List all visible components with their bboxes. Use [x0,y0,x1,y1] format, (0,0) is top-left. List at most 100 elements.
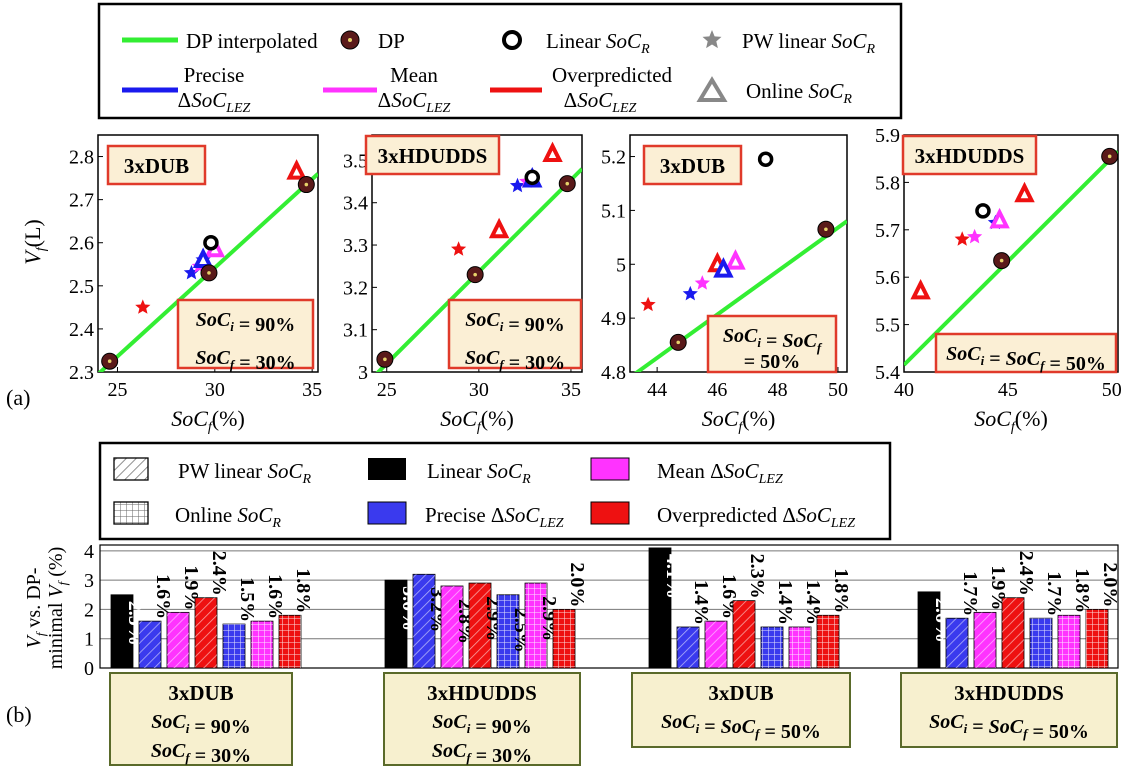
svg-text:Vf vs. DP-: Vf vs. DP- [23,568,48,649]
online-point [286,159,307,180]
precise-online-point [713,257,734,278]
dp-interpolated-line [634,219,847,372]
legend-b-mean-swatch [590,457,630,481]
group-caption-line: SoCf = 30% [432,740,532,767]
dp-point-center [676,340,681,345]
group-caption-box [631,672,851,748]
group-caption-title: 3xHDUDDS [427,681,537,705]
bar-value-label: 1.8% [292,568,314,613]
panel-label-b: (b) [6,702,32,727]
x-tick-label: 48 [768,379,788,401]
bar-value-label: 1.4% [774,580,796,625]
bar-pattern [733,600,755,668]
dp-point-center [824,227,828,232]
condition-line: = 50% [744,351,800,373]
y-tick-label: 3.1 [343,320,368,342]
legend-dp-label: DP [378,29,405,53]
plot-title: 3xDUB [124,154,189,178]
legend-mean-label: Mean [390,63,438,87]
dp-point-center [565,181,570,186]
group-caption-title: 3xDUB [168,681,233,705]
legend-a: DP interpolated DP Linear SoCR PW linear… [97,2,903,120]
bar-pattern [974,612,996,668]
legend-online-label: Online SoCR [746,79,852,107]
y-tick-label: 3.2 [343,277,368,299]
y-tick-label: 4.9 [601,308,626,330]
mean-online-point [989,207,1010,229]
y-tick-label: 3.4 [343,193,368,215]
scatter-plot-2: 3 3.1 3.2 3.3 3.4 3.5 25 30 35 SoCf(%) 3xHDUDDS SoC… [343,134,583,435]
group-caption-line: SoCi = SoCf = 50% [661,711,821,743]
linear-point [757,151,774,167]
bar-value-label: 1.4% [802,580,824,625]
bar-value-label: 1.8% [1071,568,1093,613]
legend-b-precise-swatch [367,501,407,525]
scatter-plot-3: 4.8 4.9 5 5.1 5.2 44 46 48 50 SoCf(%) 3xDUB SoCi = … [601,134,848,435]
y-tick-label: 5 [616,254,626,276]
y-tick-label: 1 [84,629,94,651]
condition-box [934,332,1118,374]
bar-value-label: 1.8% [830,568,852,613]
bar-pattern [139,621,161,668]
group-caption-box [383,672,581,766]
linear-point [203,234,219,251]
condition-line: SoCf = 30% [465,347,565,374]
plot-frame [97,134,319,373]
plot-title: 3xDUB [660,154,725,178]
x-tick-label: 35 [302,379,322,401]
condition-box [706,314,838,374]
plot-title-box [364,134,501,176]
bar-pattern [497,594,519,668]
online-point [1014,181,1035,203]
bar-value-label: 1.6% [152,574,174,619]
x-tick-label: 40 [894,379,914,401]
y-tick-label: 4.8 [601,362,626,384]
bar-value-label: 2.0% [1099,562,1121,607]
legend-b-precise-label: Precise ΔSoCLEZ [425,503,564,531]
legend-precise-label: Precise [184,63,245,87]
x-tick-label: 44 [647,379,667,401]
group-caption-title: 3xHDUDDS [954,681,1064,705]
x-tick-label: 25 [107,379,127,401]
y-tick-label: 5.6 [875,267,900,289]
condition-line: SoCi = 90% [196,309,296,336]
legend-overpredicted-label: Overpredicted [552,63,673,87]
plot-title-box [642,144,743,186]
bar-group-4: 2.6%1.7% 1.9% 2.4% 1.7% 1.8% 2.0%3xHDUDDSSoCi… [900,551,1121,748]
x-axis-label: SoCf(%) [171,406,245,435]
bar-pattern [946,618,968,668]
y-tick-label: 2 [84,599,94,621]
x-tick-label: 35 [561,379,581,401]
legend-b-mean-label: Mean ΔSoCLEZ [657,459,783,487]
condition-line: SoCi = 90% [465,309,565,336]
y-axis-label-a: Vf(L) [20,219,49,264]
bar-pattern [223,624,245,668]
precise-pw-point [682,285,698,301]
panel-a: 2.32.42.52.62.72.825 30 35SoCf(%)3xDUBSoCi… [69,125,1122,435]
y-tick-label: 3.3 [343,235,368,257]
group-caption-box [900,672,1118,748]
linear-point [524,169,541,186]
linear-point [975,203,991,219]
legend-precise-sub: ΔSoCLEZ [178,88,251,116]
x-tick-label: 50 [828,379,848,401]
bar-pattern [553,609,575,668]
pw-linear-point [640,296,656,312]
mean-pw-point [694,275,710,290]
legend-b-online-label: Online SoCR [175,503,281,531]
plot-title-box [106,144,207,186]
bar-pattern [1086,609,1108,668]
bar-pattern [525,583,547,668]
y-tick-label: 2.3 [69,362,94,384]
bar-pattern [469,583,491,668]
bar-value-label: 1.4% [690,580,712,625]
dp-point-center [383,357,387,362]
x-tick-label: 30 [469,379,489,401]
legend-b-linear-swatch [368,458,406,480]
bar-frame [99,544,1119,669]
condition-line: SoCf = 30% [195,347,295,374]
y-tick-label: 3 [84,570,94,592]
bar-pattern [789,627,811,668]
y-tick-label: 3.5 [343,150,368,172]
